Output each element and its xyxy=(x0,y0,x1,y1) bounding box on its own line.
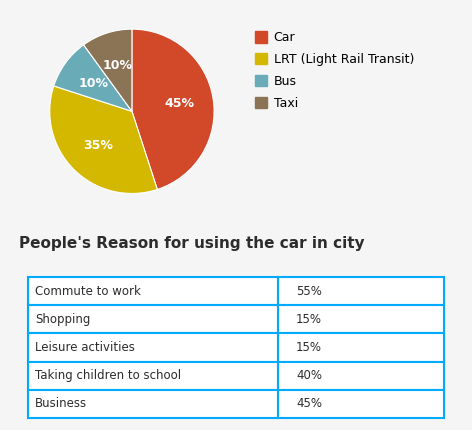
Legend: Car, LRT (Light Rail Transit), Bus, Taxi: Car, LRT (Light Rail Transit), Bus, Taxi xyxy=(255,31,414,110)
Text: Commute to work: Commute to work xyxy=(35,285,141,298)
Text: Leisure activities: Leisure activities xyxy=(35,341,135,354)
Wedge shape xyxy=(132,29,214,190)
Bar xyxy=(278,333,444,362)
Text: People's Reason for using the car in city: People's Reason for using the car in cit… xyxy=(18,236,364,251)
Text: 35%: 35% xyxy=(83,138,113,151)
Text: 10%: 10% xyxy=(102,59,132,73)
Text: 45%: 45% xyxy=(164,97,194,111)
Bar xyxy=(28,390,278,418)
Text: 40%: 40% xyxy=(296,369,322,382)
Text: 45%: 45% xyxy=(296,397,322,410)
Text: 15%: 15% xyxy=(296,341,322,354)
Bar xyxy=(28,305,278,333)
Text: Business: Business xyxy=(35,397,87,410)
Text: 15%: 15% xyxy=(296,313,322,326)
Bar xyxy=(28,362,278,390)
Text: Taking children to school: Taking children to school xyxy=(35,369,181,382)
Text: 10%: 10% xyxy=(78,77,109,90)
Wedge shape xyxy=(50,86,157,194)
Bar xyxy=(278,362,444,390)
Text: Shopping: Shopping xyxy=(35,313,90,326)
Text: 55%: 55% xyxy=(296,285,322,298)
Bar xyxy=(28,333,278,362)
Bar xyxy=(278,305,444,333)
Bar xyxy=(278,390,444,418)
Bar xyxy=(28,277,278,305)
Wedge shape xyxy=(54,45,132,111)
Bar xyxy=(278,277,444,305)
Wedge shape xyxy=(84,29,132,111)
